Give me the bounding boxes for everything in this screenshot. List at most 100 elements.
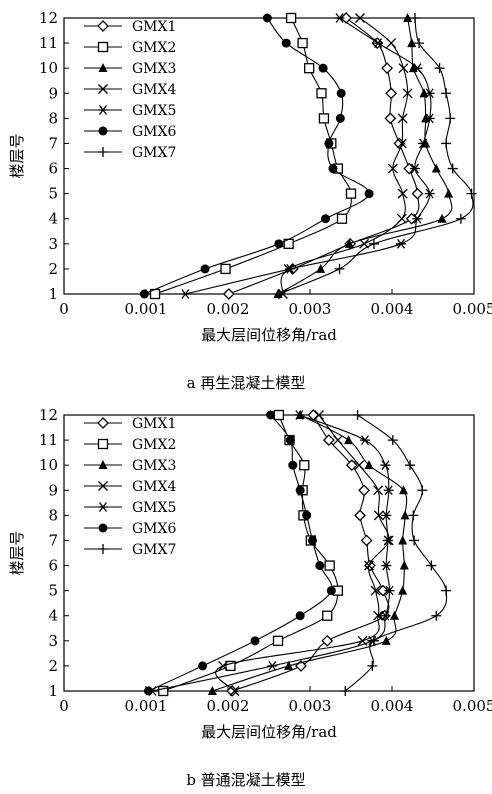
series-gmx3 <box>273 13 454 298</box>
data-point <box>307 535 317 545</box>
data-point <box>273 289 284 299</box>
legend-label: GMX7 <box>132 145 176 161</box>
data-point <box>409 535 420 546</box>
data-point <box>398 63 409 74</box>
y-tick-label: 3 <box>48 235 58 253</box>
data-point <box>447 163 458 174</box>
chart-a: 0 0.001 0.002 0.003 0.004 0.00512345678910111… <box>8 9 492 392</box>
data-point <box>364 460 374 470</box>
data-point <box>409 163 420 174</box>
y-tick-label: 10 <box>39 456 58 474</box>
data-point <box>284 660 294 670</box>
data-point <box>382 535 393 546</box>
data-point <box>226 685 239 697</box>
series-gmx4 <box>277 13 413 299</box>
data-point <box>222 288 235 300</box>
data-point <box>180 289 191 299</box>
y-tick-label: 12 <box>39 406 58 424</box>
data-point <box>409 13 420 23</box>
data-point <box>412 213 423 224</box>
data-point <box>139 289 149 299</box>
chart-b: 0 0.001 0.002 0.003 0.004 0.00512345678910111… <box>8 406 492 789</box>
data-point <box>359 435 370 445</box>
data-point <box>324 138 334 148</box>
legend-marker <box>97 41 109 53</box>
data-point <box>358 484 371 497</box>
data-point <box>441 88 452 99</box>
data-point <box>396 238 407 249</box>
data-point <box>396 213 407 224</box>
data-point <box>318 113 330 124</box>
data-point <box>384 112 397 125</box>
y-tick-label: 2 <box>48 657 58 675</box>
legend-entry: GMX1 <box>84 19 176 35</box>
data-point <box>387 163 398 174</box>
data-point <box>407 38 417 48</box>
chart-caption: b 普通混凝土模型 <box>186 771 305 789</box>
legend-entry: GMX2 <box>84 437 176 453</box>
data-point <box>455 213 466 224</box>
data-point <box>302 510 312 520</box>
y-tick-label: 9 <box>48 84 58 102</box>
data-point <box>405 212 418 225</box>
data-point <box>398 485 408 495</box>
data-point <box>403 13 413 22</box>
legend-marker <box>98 126 108 136</box>
data-point <box>229 686 240 696</box>
x-tick-label: 0.003 <box>289 697 332 715</box>
data-point <box>373 610 384 621</box>
legend-entry: GMX1 <box>84 416 176 432</box>
data-point <box>444 188 454 198</box>
data-point <box>414 38 425 49</box>
series-line <box>228 17 420 295</box>
data-point <box>399 560 409 570</box>
series-line <box>215 414 390 692</box>
data-point <box>334 263 345 274</box>
x-tick-label: 0.001 <box>125 697 168 715</box>
x-tick-label: 0.004 <box>371 300 414 318</box>
data-point <box>285 435 295 445</box>
series-gmx7 <box>340 410 452 696</box>
data-point <box>387 435 398 446</box>
legend-label: GMX2 <box>132 437 176 453</box>
data-point <box>398 585 408 595</box>
legend-label: GMX1 <box>132 19 176 35</box>
data-point <box>424 88 435 99</box>
data-point <box>314 410 324 420</box>
data-point <box>424 113 435 124</box>
data-point <box>417 485 428 496</box>
legend-label: GMX3 <box>132 458 176 474</box>
data-point <box>360 534 373 547</box>
data-point <box>408 510 419 521</box>
y-tick-label: 6 <box>48 557 58 575</box>
data-point <box>321 634 334 647</box>
data-point <box>368 238 379 249</box>
data-point <box>373 485 384 496</box>
legend-entry: GMX2 <box>84 40 176 56</box>
data-point <box>266 410 276 420</box>
legend-entry: GMX3 <box>84 61 176 77</box>
data-point <box>402 88 413 99</box>
data-point <box>412 63 423 74</box>
data-point <box>274 239 284 249</box>
data-point <box>405 460 416 471</box>
data-point <box>411 187 424 200</box>
series-gmx1 <box>222 12 424 300</box>
data-point <box>364 560 374 571</box>
legend-marker <box>98 523 108 533</box>
y-tick-label: 10 <box>39 59 58 77</box>
data-point <box>321 214 331 224</box>
y-tick-label: 5 <box>48 185 58 203</box>
data-point <box>385 87 398 100</box>
data-point <box>272 635 284 646</box>
data-point <box>299 460 310 471</box>
series-gmx6 <box>143 410 336 696</box>
y-tick-label: 2 <box>48 260 58 278</box>
data-point <box>273 409 284 421</box>
data-point <box>441 138 452 149</box>
data-point <box>198 661 208 671</box>
x-tick-label: 0.002 <box>207 300 250 318</box>
data-point <box>393 137 406 150</box>
data-point <box>344 435 354 445</box>
x-tick-label: 0.003 <box>289 300 332 318</box>
